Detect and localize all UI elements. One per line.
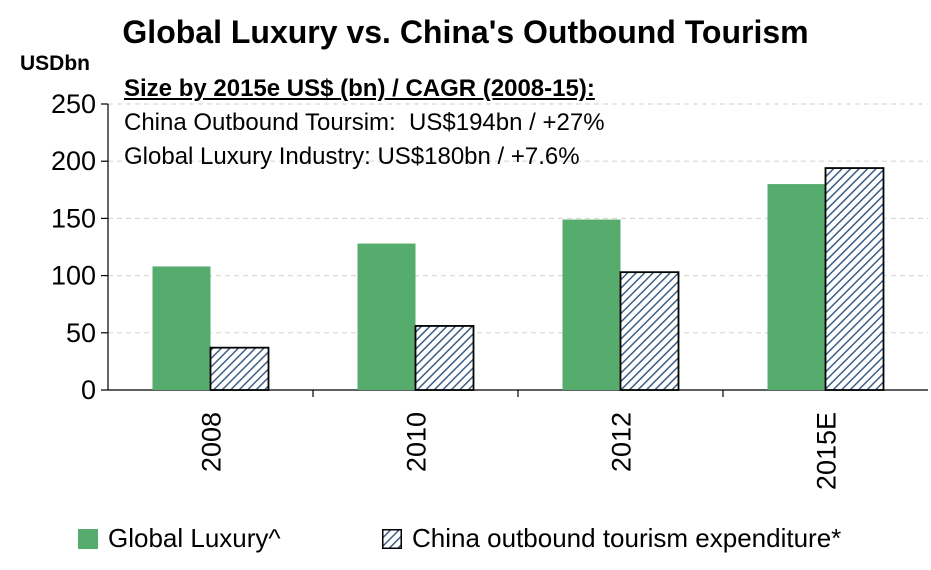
x-category-label: 2008 — [197, 412, 227, 472]
legend-swatch-hatched — [382, 528, 402, 549]
legend-item-china-outbound: China outbound tourism expenditure* — [382, 523, 841, 554]
x-category-label: 2012 — [607, 412, 637, 472]
legend-item-global-luxury: Global Luxury^ — [78, 523, 281, 554]
y-tick-label: 200 — [51, 146, 96, 176]
bar-china-outbound — [824, 167, 885, 391]
chart-title: Global Luxury vs. China's Outbound Touri… — [122, 14, 809, 50]
bar-global-luxury — [152, 266, 211, 390]
y-tick-label: 150 — [51, 203, 96, 233]
bar-china-outbound — [209, 346, 270, 391]
x-category-label: 2015E — [812, 412, 842, 490]
annotation-box: Size by 2015e US$ (bn) / CAGR (2008-15):… — [124, 72, 605, 174]
y-tick-label: 50 — [66, 318, 96, 348]
bar-global-luxury — [562, 219, 621, 390]
bar-china-outbound — [619, 271, 680, 391]
legend-swatch-solid — [78, 528, 98, 549]
y-tick-label: 0 — [81, 375, 96, 405]
legend-label-global-luxury: Global Luxury^ — [108, 523, 281, 553]
y-tick-label: 100 — [51, 261, 96, 291]
annotation-line-global: Global Luxury Industry: US$180bn / +7.6% — [124, 143, 580, 170]
bar-global-luxury — [357, 243, 416, 390]
bar-china-outbound — [414, 325, 475, 391]
y-tick-label: 250 — [51, 89, 96, 119]
bar-global-luxury — [767, 184, 826, 390]
y-axis-unit-label: USDbn — [20, 52, 90, 75]
annotation-line-china: China Outbound Toursim: US$194bn / +27% — [124, 109, 605, 136]
x-category-label: 2010 — [402, 412, 432, 472]
legend-label-china-outbound: China outbound tourism expenditure* — [412, 523, 842, 553]
annotation-heading: Size by 2015e US$ (bn) / CAGR (2008-15): — [124, 75, 595, 102]
